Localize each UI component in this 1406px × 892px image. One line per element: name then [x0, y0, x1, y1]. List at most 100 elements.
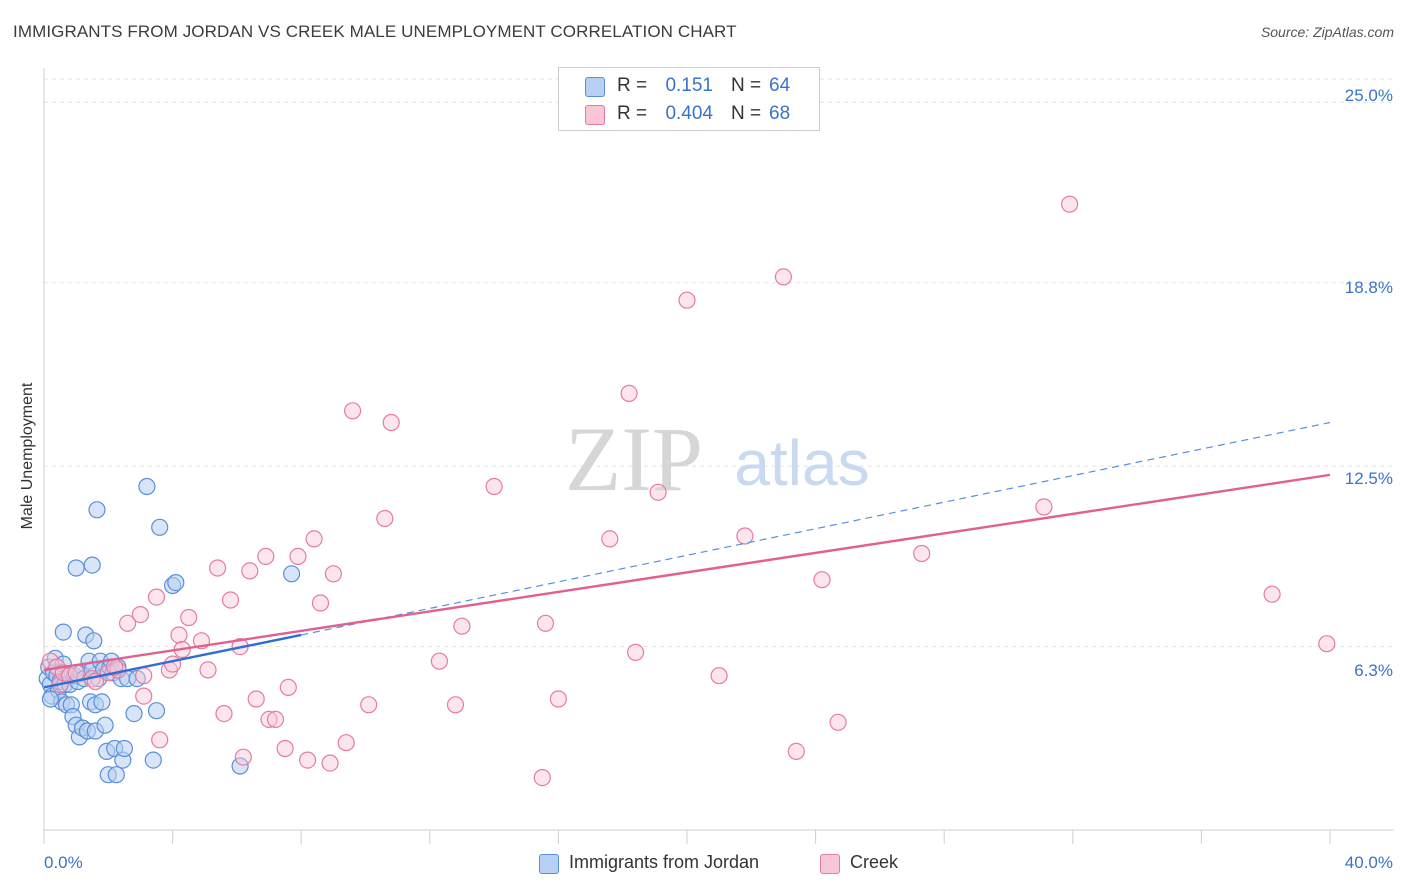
creek-point-30: [247, 690, 265, 708]
creek-point-41: [324, 565, 342, 583]
creek-point-63: [813, 571, 831, 589]
jordan-point-57: [151, 518, 169, 536]
creek-point-5: [67, 664, 85, 682]
legend-label-creek: Creek: [850, 852, 899, 872]
legend-r-label: R =: [617, 103, 648, 124]
legend-row-jordan: R = 0.151 N = 64: [559, 71, 819, 101]
x-tick-label-max: 40.0%: [1344, 853, 1393, 872]
legend-r-label: R =: [617, 75, 648, 96]
jordan-point-61: [283, 565, 301, 583]
source-label: Source: ZipAtlas.com: [1260, 24, 1394, 40]
creek-point-14: [135, 667, 153, 685]
creek-point-51: [533, 768, 551, 787]
creek-point-66: [1035, 498, 1053, 516]
jordan-point-60: [231, 757, 249, 775]
creek-point-57: [649, 483, 667, 501]
creek-point-59: [710, 667, 728, 685]
creek-point-64: [829, 713, 847, 731]
y-tick-label-6-3: 6.3%: [1354, 661, 1393, 680]
creek-point-56: [626, 643, 645, 662]
creek-point-26: [221, 591, 240, 609]
jordan-point-56: [147, 702, 166, 720]
jordan-point-59: [167, 573, 185, 592]
creek-point-33: [266, 710, 285, 729]
creek-point-40: [321, 754, 339, 772]
x-tick-label-min: 0.0%: [44, 853, 83, 872]
jordan-point-55: [144, 751, 162, 769]
jordan-point-19: [67, 559, 85, 577]
legend-n-label: N =: [731, 103, 762, 124]
creek-point-36: [289, 547, 307, 566]
creek-point-31: [257, 547, 275, 566]
gridlines: [44, 78, 1394, 648]
creek-point-65: [913, 544, 931, 563]
creek-point-21: [180, 608, 198, 627]
creek-trend-line: [43, 473, 1331, 672]
legend-label-jordan: Immigrants from Jordan: [569, 852, 760, 872]
creek-point-62: [787, 742, 805, 761]
creek-point-68: [1263, 585, 1281, 603]
legend-n-label: N =: [731, 75, 762, 96]
y-tick-label-12-5: 12.5%: [1344, 469, 1393, 488]
creek-point-24: [209, 559, 227, 577]
creek-point-46: [382, 413, 400, 432]
creek-point-39: [311, 594, 330, 612]
legend-swatch-jordan: [585, 77, 605, 97]
data-points: [38, 195, 1336, 787]
legend-swatch-creek: [585, 105, 605, 125]
creek-point-42: [337, 734, 355, 752]
creek-point-23: [199, 661, 217, 679]
jordan-point-63: [54, 623, 72, 641]
creek-point-13: [135, 687, 153, 705]
creek-point-48: [446, 696, 465, 714]
legend-swatch-creek: [820, 854, 840, 874]
creek-point-43: [344, 402, 362, 420]
creek-point-49: [453, 617, 471, 635]
jordan-point-31: [85, 632, 103, 650]
jordan-point-54: [138, 477, 156, 496]
y-tick-label-25: 25.0%: [1344, 86, 1393, 105]
creek-point-61: [774, 268, 793, 286]
creek-point-67: [1060, 195, 1079, 213]
jordan-point-50: [115, 739, 134, 758]
legend-row-creek: R = 0.404 N = 68: [559, 99, 819, 129]
creek-point-60: [736, 527, 754, 545]
legend-r-value-creek: 0.404: [665, 103, 713, 124]
y-tick-label-18-8: 18.8%: [1344, 278, 1393, 297]
watermark-atlas: atlas: [734, 427, 869, 499]
jordan-point-46: [107, 766, 125, 784]
watermark-zip: ZIP: [565, 408, 703, 510]
creek-point-55: [620, 384, 638, 402]
creek-point-11: [118, 614, 137, 632]
creek-point-38: [305, 530, 323, 548]
jordan-point-39: [96, 716, 114, 734]
creek-point-32: [260, 710, 278, 729]
legend-r-value-jordan: 0.151: [665, 75, 713, 96]
creek-point-12: [131, 605, 149, 624]
creek-point-47: [430, 652, 448, 670]
creek-point-37: [299, 751, 317, 769]
creek-point-69: [1318, 635, 1336, 653]
creek-point-18: [164, 655, 182, 673]
creek-point-58: [678, 291, 696, 309]
axes: [43, 68, 1394, 844]
legend-swatch-jordan: [539, 854, 559, 874]
creek-point-50: [485, 477, 503, 496]
creek-point-54: [601, 530, 619, 548]
creek-point-35: [279, 678, 297, 697]
creek-point-15: [147, 588, 166, 606]
trend-lines: [43, 421, 1331, 689]
chart-title: IMMIGRANTS FROM JORDAN VS CREEK MALE UNE…: [13, 22, 737, 41]
jordan-point-52: [125, 704, 143, 723]
creek-point-52: [536, 614, 555, 632]
legend-n-value-jordan: 64: [769, 75, 791, 96]
jordan-point-62: [41, 690, 60, 708]
jordan-point-34: [88, 501, 106, 519]
creek-point-27: [234, 748, 252, 766]
creek-point-34: [276, 739, 294, 758]
creek-point-19: [170, 626, 188, 644]
creek-point-29: [241, 562, 259, 580]
jordan-point-29: [83, 556, 101, 574]
legend-n-value-creek: 68: [769, 103, 791, 124]
